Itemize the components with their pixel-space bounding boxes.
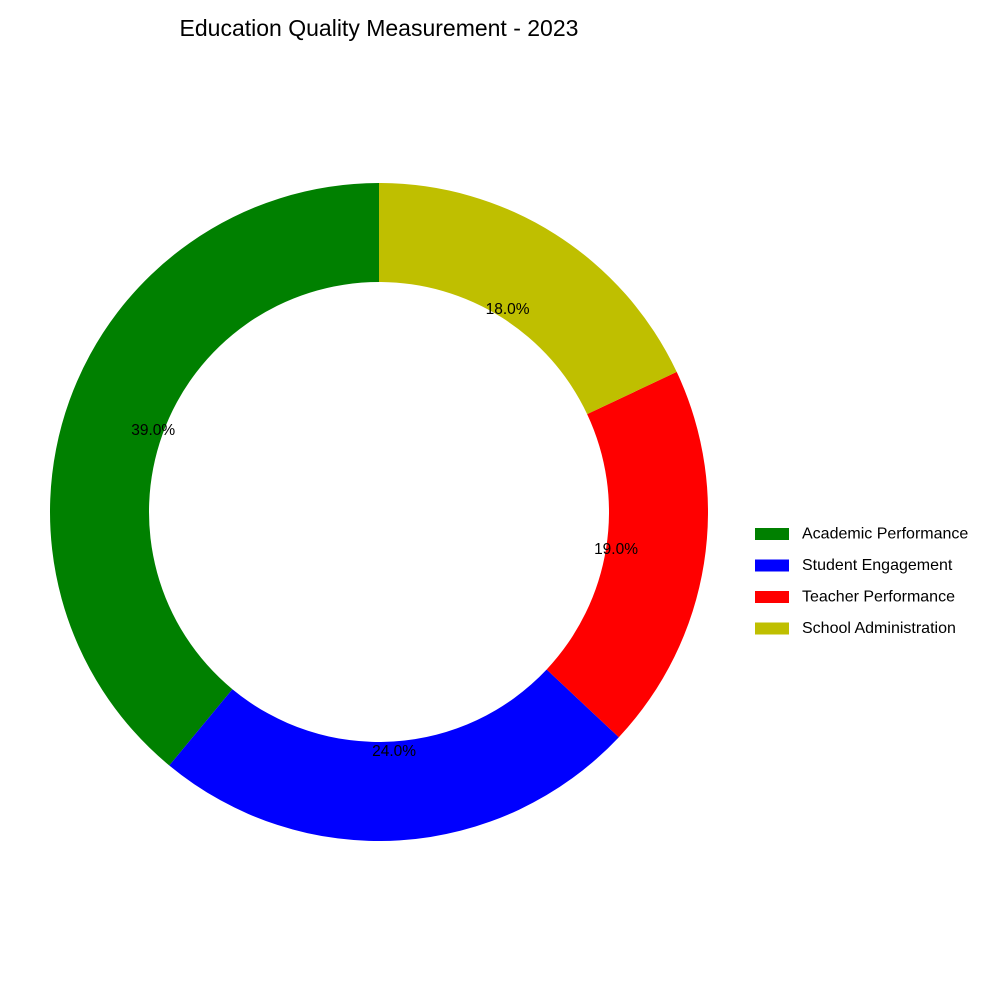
- value-label-teacher-performance: 19.0%: [594, 541, 638, 558]
- legend-swatch-school-administration: [755, 622, 789, 635]
- legend: Academic Performance Student Engagement Te…: [755, 526, 968, 637]
- legend-swatch-academic-performance: [755, 528, 789, 540]
- value-label-academic-performance: 39.0%: [131, 422, 175, 439]
- legend-swatch-student-engagement: [755, 559, 789, 572]
- legend-label-student-engagement: Student Engagement: [802, 557, 953, 574]
- slice-school-administration: [379, 183, 677, 415]
- slice-value-labels: 39.0% 24.0% 19.0% 18.0%: [131, 301, 638, 760]
- donut-slices: [50, 183, 709, 841]
- legend-label-teacher-performance: Teacher Performance: [802, 589, 955, 606]
- slice-teacher-performance: [546, 371, 709, 738]
- slice-student-engagement: [169, 669, 619, 841]
- legend-item-school-administration: School Administration: [755, 620, 956, 637]
- legend-item-teacher-performance: Teacher Performance: [755, 589, 955, 606]
- legend-swatch-teacher-performance: [755, 591, 789, 603]
- slice-academic-performance: [50, 183, 379, 766]
- legend-item-student-engagement: Student Engagement: [755, 557, 953, 574]
- legend-label-school-administration: School Administration: [802, 620, 956, 637]
- legend-item-academic-performance: Academic Performance: [755, 526, 968, 543]
- value-label-student-engagement: 24.0%: [372, 743, 416, 760]
- chart-title: Education Quality Measurement - 2023: [180, 15, 579, 41]
- value-label-school-administration: 18.0%: [486, 301, 530, 318]
- legend-label-academic-performance: Academic Performance: [802, 526, 968, 543]
